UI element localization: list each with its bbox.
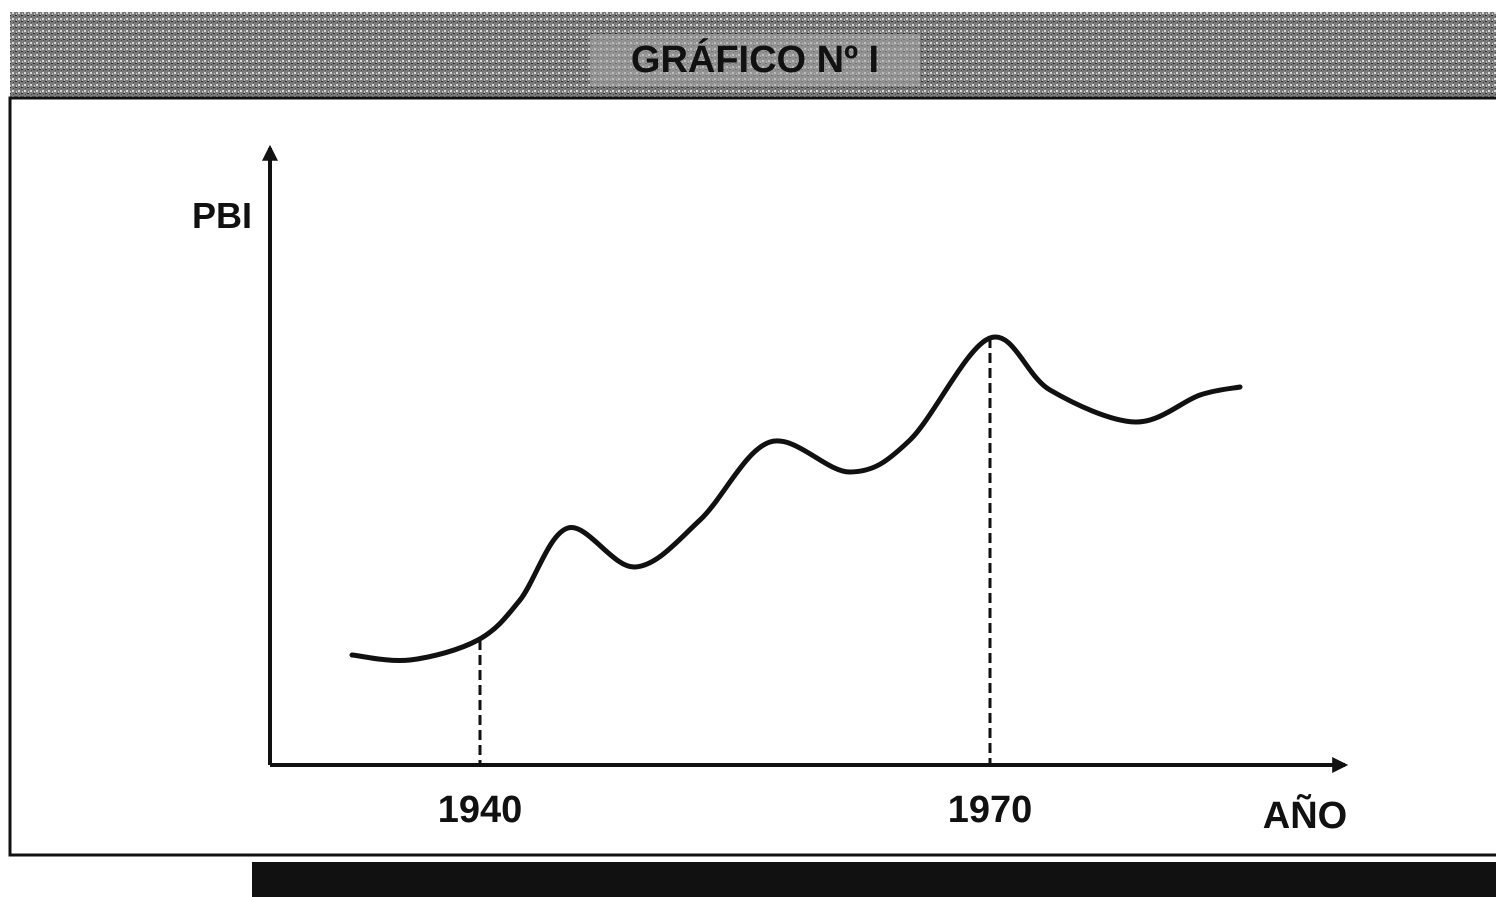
y-axis-label: PBI: [192, 195, 252, 236]
x-marker-label: 1940: [438, 789, 523, 831]
footer-band: [252, 862, 1496, 897]
title-backdrop: [590, 34, 920, 86]
frame: [8, 96, 1496, 857]
title: GRÁFICO Nº I: [631, 37, 879, 81]
pbi-curve: [349, 334, 1243, 664]
x-marker-label: 1970: [948, 789, 1033, 831]
x-axis-label: AÑO: [1263, 793, 1347, 837]
